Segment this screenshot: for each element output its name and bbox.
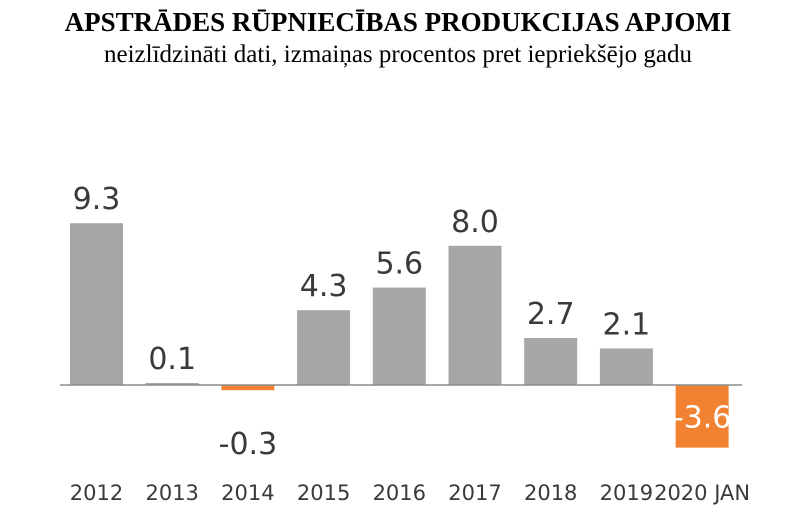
value-label-2016: 5.6 [375, 247, 423, 282]
bar-2015 [297, 310, 351, 385]
bar-2012 [70, 223, 123, 385]
value-label-2015: 4.3 [300, 269, 348, 304]
category-label-2015: 2015 [297, 481, 350, 505]
bar-2014 [221, 385, 275, 391]
value-label-2020-jan: -3.6 [673, 400, 732, 435]
value-label-2017: 8.0 [451, 205, 499, 240]
category-label-2014: 2014 [221, 481, 274, 505]
category-label-2018: 2018 [524, 481, 577, 505]
value-label-2013: 0.1 [148, 342, 196, 377]
chart-title: APSTRĀDES RŪPNIECĪBAS PRODUKCIJAS APJOMI [64, 7, 732, 37]
category-label-2020-jan: 2020 JAN [654, 481, 750, 505]
chart-titles: APSTRĀDES RŪPNIECĪBAS PRODUKCIJAS APJOMI… [0, 6, 796, 70]
category-label-2012: 2012 [70, 481, 123, 505]
chart-subtitle: neizlīdzināti dati, izmaiņas procentos p… [104, 41, 692, 68]
value-label-2018: 2.7 [527, 297, 575, 332]
bar-2018 [524, 338, 578, 385]
value-label-2019: 2.1 [603, 307, 651, 342]
category-label-2013: 2013 [145, 481, 198, 505]
category-label-2019: 2019 [600, 481, 653, 505]
bar-2016 [372, 287, 426, 385]
value-label-2014: -0.3 [219, 427, 278, 462]
bar-2013 [145, 383, 199, 385]
category-label-2017: 2017 [448, 481, 501, 505]
bar-2017 [448, 245, 502, 385]
bar-2020-jan [675, 385, 729, 448]
category-label-2016: 2016 [373, 481, 426, 505]
bar-2019 [599, 348, 653, 385]
value-label-2012: 9.3 [73, 182, 121, 217]
